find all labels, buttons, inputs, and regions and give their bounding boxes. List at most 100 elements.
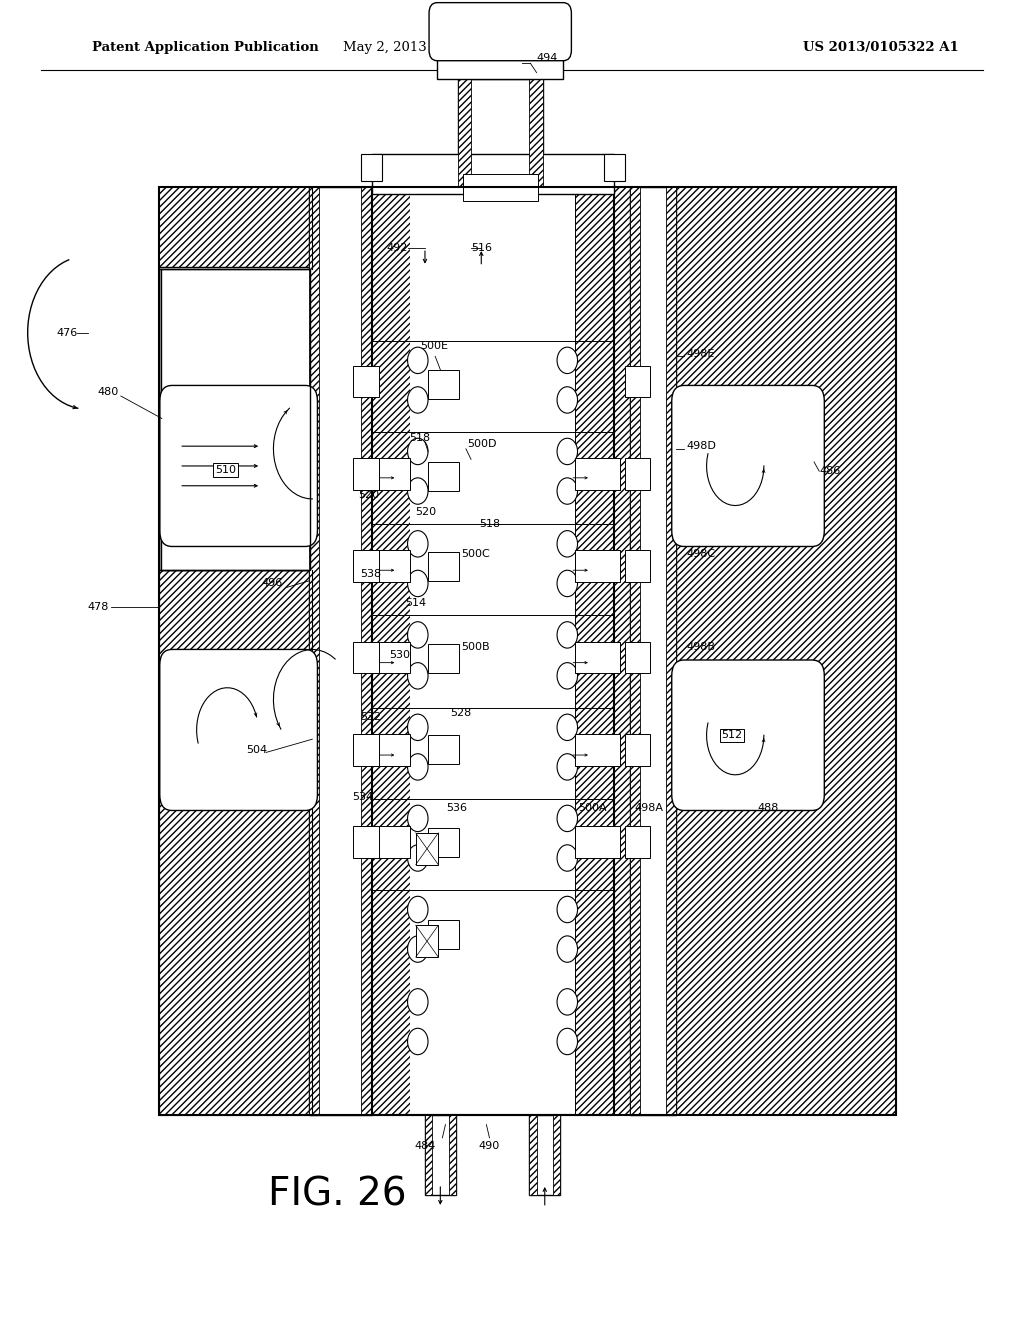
Text: US 2013/0105322 A1: US 2013/0105322 A1 [803,41,958,54]
Circle shape [557,896,578,923]
Bar [428,735,459,764]
Bar [625,734,650,766]
Bar [353,366,379,397]
Text: 498A: 498A [635,803,664,813]
Text: 498E: 498E [686,348,715,359]
Bar [372,187,614,1115]
Text: 532: 532 [359,711,381,722]
Circle shape [408,754,428,780]
Bar [575,734,620,766]
Circle shape [557,347,578,374]
Text: 484: 484 [415,1140,435,1151]
Text: 538: 538 [359,569,381,579]
Circle shape [557,805,578,832]
Text: 516: 516 [471,243,493,253]
Circle shape [408,531,428,557]
Circle shape [408,714,428,741]
Bar [630,187,676,1115]
FancyBboxPatch shape [429,3,571,61]
Bar [159,187,896,1115]
Bar [666,187,676,1115]
Bar [575,826,620,858]
Circle shape [408,989,428,1015]
Bar [367,826,410,858]
Bar [425,1115,456,1195]
Text: 494: 494 [537,53,558,63]
Text: 518: 518 [479,519,501,529]
Text: 510: 510 [215,465,237,475]
Bar [625,550,650,582]
Text: 490: 490 [479,1140,500,1151]
Text: 498C: 498C [686,549,715,560]
Circle shape [557,754,578,780]
Bar [353,550,379,582]
Bar [361,154,382,181]
Bar [372,187,614,1115]
Text: 478: 478 [87,602,109,612]
Circle shape [408,805,428,832]
Text: 518: 518 [410,433,431,444]
Circle shape [557,1028,578,1055]
Text: 496: 496 [261,578,283,589]
Circle shape [408,663,428,689]
Text: 480: 480 [97,387,119,397]
Bar [159,187,896,1115]
FancyBboxPatch shape [672,385,824,546]
Text: FIG. 26: FIG. 26 [268,1176,407,1213]
Bar [575,458,620,490]
FancyBboxPatch shape [160,385,317,546]
Text: 498B: 498B [686,642,715,652]
Bar [553,1115,560,1195]
Circle shape [557,438,578,465]
Bar [604,154,625,181]
Bar [161,269,312,570]
Text: 492: 492 [386,243,408,253]
Bar [367,550,410,582]
Bar [159,267,317,570]
Text: 486: 486 [819,466,841,477]
Circle shape [408,438,428,465]
Text: 530: 530 [389,649,411,660]
Circle shape [557,570,578,597]
Bar [428,828,459,857]
Circle shape [557,989,578,1015]
Bar [625,826,650,858]
Bar [309,187,319,1115]
Bar [463,174,538,201]
Bar [625,642,650,673]
Text: May 2, 2013   Sheet 22 of 29: May 2, 2013 Sheet 22 of 29 [343,41,538,54]
Bar [353,734,379,766]
Bar [428,644,459,673]
Circle shape [408,622,428,648]
Circle shape [408,896,428,923]
Text: 500B: 500B [461,642,489,652]
Bar [425,1115,432,1195]
Circle shape [408,347,428,374]
Text: 536: 536 [446,803,468,813]
Bar [458,79,543,187]
Bar [416,925,438,957]
Bar [309,187,372,1115]
Circle shape [408,387,428,413]
Text: 498D: 498D [686,441,716,451]
Bar [428,920,459,949]
Text: 512: 512 [722,730,742,741]
Bar [449,1115,456,1195]
Circle shape [557,478,578,504]
Circle shape [557,714,578,741]
Text: 500C: 500C [461,549,489,560]
Circle shape [408,845,428,871]
Bar [630,187,640,1115]
Bar [625,458,650,490]
Circle shape [408,478,428,504]
FancyBboxPatch shape [160,649,317,810]
Circle shape [408,936,428,962]
Text: 488: 488 [758,803,779,813]
Circle shape [557,663,578,689]
Bar [367,734,410,766]
Text: 500A: 500A [579,803,607,813]
Text: 500E: 500E [420,341,447,351]
Bar [410,187,575,1115]
Bar [529,79,543,187]
Text: 528: 528 [451,708,472,718]
